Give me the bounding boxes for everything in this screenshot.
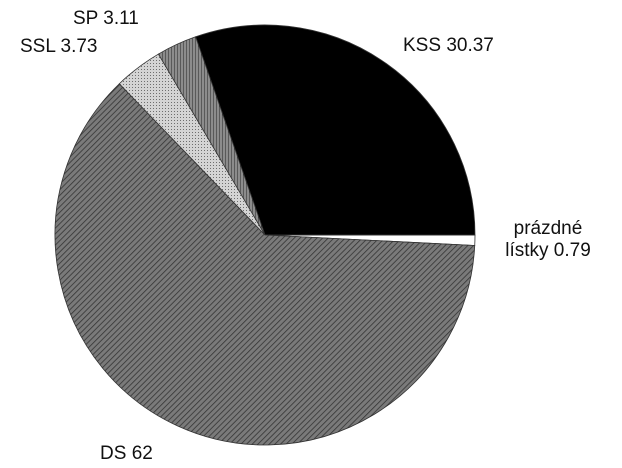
value-label: 3.73 — [60, 36, 98, 57]
value-label: 30.37 — [446, 35, 494, 56]
category-name: SSL — [20, 36, 56, 57]
slice-label: SSL 3.73 — [20, 36, 97, 58]
category-name: prázdné lístky — [505, 218, 583, 261]
slice-texture — [55, 83, 475, 445]
slice-texture — [119, 54, 266, 236]
value-label: 62 — [131, 443, 153, 464]
slice-label: SP 3.11 — [73, 8, 139, 30]
category-name: SP — [73, 8, 99, 29]
pie-slice — [195, 24, 476, 236]
slice-label: prázdné lístky 0.79 — [492, 218, 604, 262]
slice-texture — [158, 36, 265, 235]
category-name: DS — [100, 443, 127, 464]
value-label: 0.79 — [553, 240, 591, 261]
slice-label: DS 62 — [100, 443, 153, 465]
slice-label: KSS 30.37 — [403, 35, 494, 57]
category-name: KSS — [403, 35, 442, 56]
value-label: 3.11 — [103, 8, 139, 29]
